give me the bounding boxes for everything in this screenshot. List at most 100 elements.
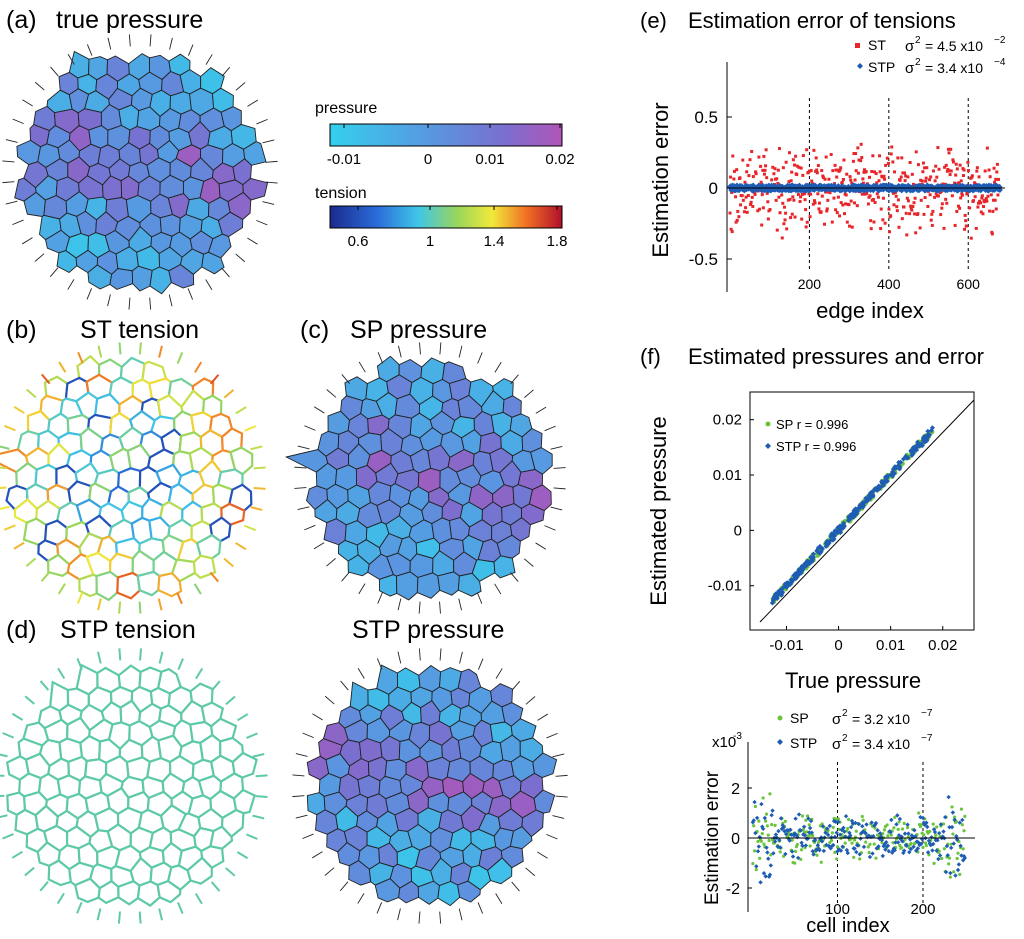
e-xlabel: edge index — [816, 298, 924, 323]
sp-point — [767, 838, 771, 843]
f2-legend-stp: STP — [790, 735, 817, 751]
boundary-edge — [511, 680, 521, 691]
st-point — [883, 221, 887, 225]
st-point — [853, 201, 857, 205]
stp-point — [808, 818, 814, 824]
st-point — [750, 149, 754, 153]
st-point — [954, 173, 958, 177]
st-point — [953, 223, 957, 227]
boundary-edge — [34, 81, 45, 91]
st-point — [795, 172, 799, 176]
sp-point — [770, 823, 774, 827]
st-point — [957, 181, 961, 185]
stp-point — [943, 869, 949, 875]
stp-point — [883, 847, 888, 852]
st-point — [883, 177, 887, 181]
st-point — [869, 227, 873, 231]
st-point — [800, 192, 804, 196]
boundary-edge — [12, 118, 24, 125]
stp-point — [853, 820, 858, 826]
cell — [323, 518, 347, 546]
st-point — [984, 197, 988, 201]
f-ytick: 0.01 — [713, 467, 742, 484]
st-point — [987, 168, 991, 172]
boundary-edge — [235, 82, 246, 91]
boundary-edge — [324, 867, 335, 876]
cell — [416, 572, 441, 599]
st-point — [825, 207, 829, 211]
stp-point — [773, 832, 779, 837]
stp-point — [900, 839, 905, 844]
boundary-edge — [511, 881, 520, 892]
st-point — [909, 206, 913, 210]
stp-point — [905, 822, 910, 827]
st-point — [944, 163, 948, 167]
stp-point — [768, 863, 774, 868]
st-point — [790, 212, 794, 216]
boundary-edge — [250, 506, 263, 511]
st-point — [745, 210, 749, 214]
sp-point — [891, 841, 895, 845]
st-point — [919, 178, 923, 182]
panel-c-title: SP pressure — [350, 316, 487, 344]
sp-point — [799, 857, 803, 861]
stp-point — [931, 841, 936, 847]
boundary-edge — [341, 571, 350, 582]
boundary-edge — [158, 651, 164, 664]
sp-point — [761, 796, 765, 800]
st-point — [864, 170, 868, 174]
stp-point — [772, 593, 778, 599]
boundary-edge — [294, 487, 307, 489]
st-point — [753, 192, 757, 196]
stp-point — [806, 816, 811, 821]
st-point — [803, 198, 807, 202]
st-point — [761, 168, 765, 172]
st-point — [995, 170, 999, 174]
sp-point — [931, 822, 935, 826]
st-point — [946, 167, 950, 171]
st-point — [895, 205, 899, 209]
stp-point — [852, 510, 858, 516]
cell — [168, 263, 195, 289]
st-point — [826, 198, 830, 202]
boundary-edge — [302, 833, 314, 840]
st-point — [970, 174, 974, 178]
stp-point — [831, 818, 837, 824]
st-point — [914, 231, 918, 235]
st-point — [940, 202, 944, 206]
sp-point — [836, 817, 840, 821]
boundary-edge — [118, 342, 122, 355]
st-point — [895, 209, 899, 213]
stp-point — [945, 853, 950, 858]
st-point — [781, 166, 785, 170]
stp-point — [802, 833, 808, 838]
st-point — [848, 224, 852, 228]
stp-point — [864, 822, 869, 827]
stp-point — [756, 844, 762, 849]
stp-point — [857, 505, 863, 511]
boundary-edge — [76, 658, 83, 670]
boundary-edge — [477, 902, 484, 914]
stp-point — [769, 812, 774, 818]
sp-point — [760, 831, 764, 836]
stp-point — [811, 852, 816, 857]
st-point — [744, 195, 748, 199]
stp-point — [825, 539, 831, 545]
st-point — [773, 167, 777, 171]
st-point — [914, 150, 918, 154]
boundary-edge — [358, 361, 366, 373]
st-point — [750, 195, 754, 199]
st-point — [811, 202, 815, 206]
stp-point — [870, 493, 876, 499]
st-point — [828, 191, 832, 195]
svg-text:= 3.4 x10: = 3.4 x10 — [925, 60, 983, 76]
st-point — [908, 161, 912, 165]
svg-text:= 3.4 x10: = 3.4 x10 — [852, 736, 910, 752]
tissue-true-pressure — [2, 34, 278, 310]
st-point — [765, 191, 769, 195]
st-point — [804, 225, 808, 229]
stp-point — [809, 557, 815, 563]
st-point — [747, 174, 751, 178]
st-point — [887, 207, 891, 211]
boundary-edge — [357, 667, 365, 679]
